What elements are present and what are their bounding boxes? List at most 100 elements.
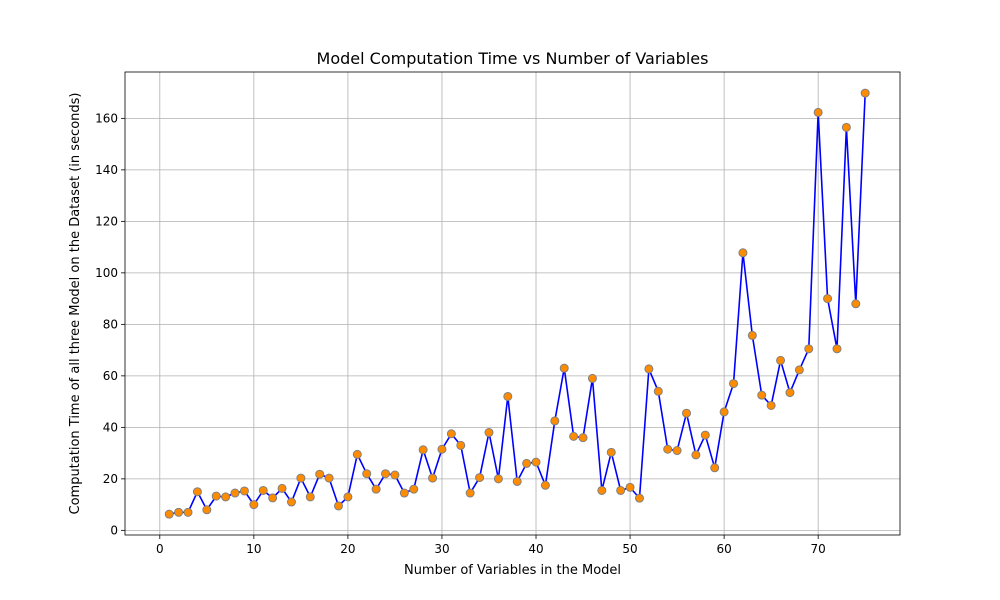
data-point <box>202 505 212 515</box>
y-tick-label: 0 <box>110 523 118 537</box>
data-point <box>446 429 456 439</box>
data-point <box>249 500 259 510</box>
x-tick-label: 20 <box>340 542 355 556</box>
data-point <box>428 473 438 483</box>
data-point <box>493 474 503 484</box>
x-tick-label: 50 <box>622 542 637 556</box>
data-point <box>634 493 644 503</box>
data-point <box>681 408 691 418</box>
data-point <box>362 469 372 479</box>
data-point-layer <box>164 88 870 519</box>
series-line <box>169 93 866 515</box>
data-point <box>841 122 851 132</box>
data-point <box>710 463 720 473</box>
data-point <box>503 391 513 401</box>
data-point <box>719 407 729 417</box>
data-point <box>606 447 616 457</box>
y-tick-label: 60 <box>103 369 118 383</box>
y-tick-label: 80 <box>103 317 118 331</box>
data-point <box>785 388 795 398</box>
data-point <box>296 473 306 483</box>
data-point <box>653 386 663 396</box>
data-point <box>747 330 757 340</box>
data-point <box>258 485 268 495</box>
data-point <box>456 440 466 450</box>
x-tick-label: 70 <box>811 542 826 556</box>
x-tick-label: 30 <box>434 542 449 556</box>
data-point <box>512 476 522 486</box>
data-point <box>343 492 353 502</box>
data-point <box>766 400 776 410</box>
data-point <box>409 484 419 494</box>
data-point <box>484 428 494 438</box>
data-point <box>381 469 391 479</box>
data-point <box>399 488 409 498</box>
data-point <box>192 487 202 497</box>
data-point <box>315 469 325 479</box>
data-point <box>794 365 804 375</box>
x-axis-label: Number of Variables in the Model <box>404 563 621 578</box>
data-point <box>268 493 278 503</box>
data-point <box>663 444 673 454</box>
data-point <box>625 482 635 492</box>
data-point <box>230 488 240 498</box>
data-point <box>616 485 626 495</box>
data-point <box>851 299 861 309</box>
data-point <box>587 373 597 383</box>
data-point <box>522 458 532 468</box>
data-point <box>700 430 710 440</box>
y-tick-label: 160 <box>95 111 118 125</box>
data-point <box>183 507 193 517</box>
data-line-layer <box>169 93 866 515</box>
x-tick-label: 10 <box>246 542 261 556</box>
data-point <box>475 473 485 483</box>
data-point <box>860 88 870 98</box>
y-tick-label: 20 <box>103 472 118 486</box>
data-point <box>418 445 428 455</box>
data-point <box>371 484 381 494</box>
data-point <box>437 444 447 454</box>
plot-frame <box>124 71 901 536</box>
data-point <box>804 344 814 354</box>
y-axis-label: Computation Time of all three Model on t… <box>68 93 83 515</box>
x-tick-label: 60 <box>716 542 731 556</box>
data-point <box>174 507 184 517</box>
x-tick-label: 0 <box>156 542 164 556</box>
data-point <box>540 480 550 490</box>
y-tick-label: 40 <box>103 420 118 434</box>
data-point <box>211 491 221 501</box>
data-point <box>813 107 823 117</box>
data-point <box>305 492 315 502</box>
grid-lines <box>125 72 900 535</box>
data-point <box>164 509 174 519</box>
chart-title: Model Computation Time vs Number of Vari… <box>317 49 709 68</box>
data-point <box>324 473 334 483</box>
data-point <box>465 488 475 498</box>
y-axis: 0 20 40 60 80 100 120 140 160 <box>95 111 125 537</box>
data-point <box>644 364 654 374</box>
data-point <box>757 390 767 400</box>
x-tick-label: 40 <box>528 542 543 556</box>
data-point <box>352 449 362 459</box>
data-point <box>286 497 296 507</box>
data-point <box>672 446 682 456</box>
data-point <box>334 501 344 511</box>
data-point <box>531 457 541 467</box>
data-point <box>239 486 249 496</box>
y-tick-label: 120 <box>95 214 118 228</box>
y-tick-label: 100 <box>95 266 118 280</box>
data-point <box>691 450 701 460</box>
data-point <box>832 344 842 354</box>
data-point <box>738 248 748 258</box>
data-point <box>569 431 579 441</box>
data-point <box>729 379 739 389</box>
data-point <box>277 483 287 493</box>
data-point <box>578 433 588 443</box>
data-point <box>559 363 569 373</box>
data-point <box>390 470 400 480</box>
data-point <box>776 355 786 365</box>
data-point <box>597 485 607 495</box>
data-point <box>221 492 231 502</box>
data-point <box>823 294 833 304</box>
